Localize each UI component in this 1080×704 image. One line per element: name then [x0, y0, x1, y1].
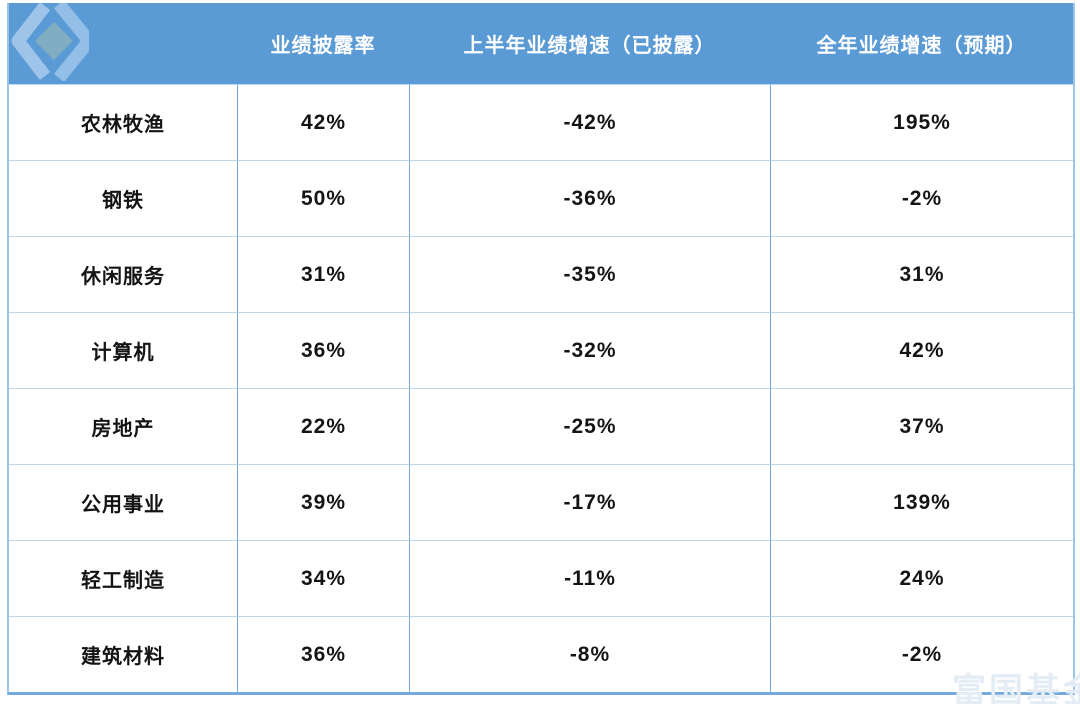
row-industry-label: 建筑材料 — [9, 616, 237, 692]
row-h1-growth-value: -42% — [409, 84, 770, 160]
row-industry-label: 计算机 — [9, 312, 237, 388]
row-fy-growth-value: 31% — [770, 236, 1073, 312]
header-cell-disclosure-rate: 业绩披露率 — [237, 3, 409, 84]
row-disclosure-value: 39% — [237, 464, 409, 540]
row-industry-label: 休闲服务 — [9, 236, 237, 312]
header-cell-h1-growth: 上半年业绩增速（已披露） — [409, 3, 770, 84]
row-industry-label: 农林牧渔 — [9, 84, 237, 160]
row-h1-growth-value: -11% — [409, 540, 770, 616]
row-fy-growth-value: 24% — [770, 540, 1073, 616]
industry-performance-table: 业绩披露率 上半年业绩增速（已披露） 全年业绩增速（预期） 农林牧渔 42% -… — [7, 3, 1075, 695]
row-fy-growth-value: 42% — [770, 312, 1073, 388]
row-disclosure-value: 36% — [237, 312, 409, 388]
row-industry-label: 公用事业 — [9, 464, 237, 540]
row-h1-growth-value: -36% — [409, 160, 770, 236]
row-h1-growth-value: -25% — [409, 388, 770, 464]
row-industry-label: 钢铁 — [9, 160, 237, 236]
row-fy-growth-value: -2% — [770, 160, 1073, 236]
row-h1-growth-value: -32% — [409, 312, 770, 388]
row-disclosure-value: 42% — [237, 84, 409, 160]
row-disclosure-value: 22% — [237, 388, 409, 464]
row-h1-growth-value: -17% — [409, 464, 770, 540]
header-cell-industry — [9, 3, 237, 84]
header-cell-fy-growth: 全年业绩增速（预期） — [770, 3, 1073, 84]
row-fy-growth-value: 195% — [770, 84, 1073, 160]
row-h1-growth-value: -8% — [409, 616, 770, 692]
row-disclosure-value: 34% — [237, 540, 409, 616]
row-disclosure-value: 31% — [237, 236, 409, 312]
row-fy-growth-value: 139% — [770, 464, 1073, 540]
row-fy-growth-value: -2% — [770, 616, 1073, 692]
row-industry-label: 轻工制造 — [9, 540, 237, 616]
row-fy-growth-value: 37% — [770, 388, 1073, 464]
fullgoal-fund-logo-icon — [9, 3, 89, 81]
row-disclosure-value: 36% — [237, 616, 409, 692]
row-industry-label: 房地产 — [9, 388, 237, 464]
row-h1-growth-value: -35% — [409, 236, 770, 312]
row-disclosure-value: 50% — [237, 160, 409, 236]
